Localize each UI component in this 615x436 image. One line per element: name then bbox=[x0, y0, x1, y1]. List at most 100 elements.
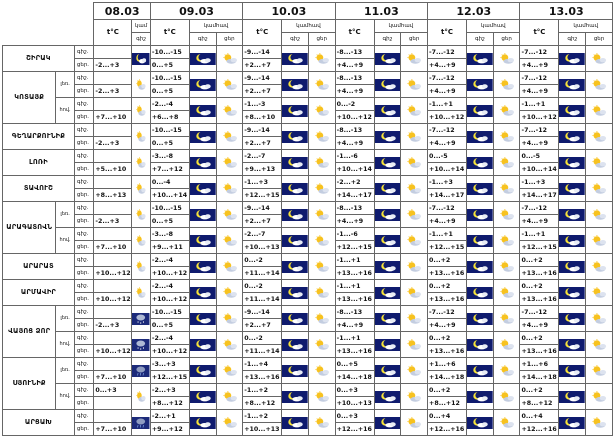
period-label: ցեր. bbox=[74, 267, 94, 280]
moon-cloud-icon bbox=[189, 410, 216, 436]
subheader-row-1: t°C կամ t°C կամհավ t°C կամհավ t°C կամհավ… bbox=[3, 20, 613, 33]
sun-cloud-icon bbox=[216, 410, 243, 436]
temperature-cell: +9...+12 bbox=[150, 423, 189, 436]
temperature-cell: -2...-4 bbox=[150, 280, 189, 293]
temperature-cell: 0...-2 bbox=[243, 332, 282, 345]
sun-cloud-icon bbox=[308, 72, 335, 98]
sun-cloud-icon bbox=[216, 280, 243, 306]
sun-cloud-icon bbox=[308, 228, 335, 254]
sun-cloud-icon bbox=[216, 98, 243, 124]
temperature-cell: +10...+14 bbox=[428, 163, 467, 176]
bright-header: կամհավ bbox=[374, 20, 427, 33]
sun-cloud-icon bbox=[586, 332, 613, 358]
sun-cloud-icon bbox=[308, 202, 335, 228]
moon-cloud-icon bbox=[374, 228, 401, 254]
sun-cloud-icon bbox=[308, 306, 335, 332]
moon-cloud-icon bbox=[467, 46, 494, 72]
sun-cloud-icon bbox=[401, 98, 428, 124]
sun-cloud-icon bbox=[308, 98, 335, 124]
moon-cloud-icon bbox=[132, 46, 150, 72]
temperature-cell: -2...+3 bbox=[94, 85, 132, 98]
sun-cloud-icon bbox=[586, 306, 613, 332]
moon-cloud-icon bbox=[374, 280, 401, 306]
moon-cloud-icon bbox=[374, 98, 401, 124]
region-name: ԱՐԱՐԱՏ bbox=[3, 254, 75, 280]
temperature-cell: 0...+2 bbox=[520, 254, 559, 267]
temperature-cell: 0...-5 bbox=[428, 150, 467, 163]
region-subarea: հով. bbox=[56, 98, 74, 124]
temperature-cell: +12...+15 bbox=[150, 371, 189, 384]
temperature-cell: +14...+18 bbox=[335, 371, 374, 384]
temperature-cell: -2...+3 bbox=[94, 59, 132, 72]
temp-header: t°C bbox=[150, 20, 189, 46]
sun-cloud-icon bbox=[401, 280, 428, 306]
moon-cloud-icon bbox=[282, 150, 309, 176]
temperature-cell: +13...+16 bbox=[335, 267, 374, 280]
temperature-cell: +11...+14 bbox=[243, 293, 282, 306]
temperature-cell: +4...+9 bbox=[335, 85, 374, 98]
moon-cloud-icon bbox=[282, 202, 309, 228]
sun-cloud-icon bbox=[216, 124, 243, 150]
temperature-cell: -2...-4 bbox=[150, 98, 189, 111]
temperature-cell: -1...+3 bbox=[428, 176, 467, 189]
night-header: գիշ bbox=[559, 33, 586, 46]
temperature-cell: +13...+16 bbox=[520, 267, 559, 280]
temperature-cell: +9...+13 bbox=[243, 163, 282, 176]
temperature-cell: -8...-13 bbox=[335, 46, 374, 59]
temperature-cell: +4...+9 bbox=[335, 59, 374, 72]
sun-cloud-icon bbox=[586, 72, 613, 98]
temperature-cell: +4...+9 bbox=[335, 215, 374, 228]
temperature-cell: -1...+1 bbox=[335, 332, 374, 345]
temperature-cell: +13...+16 bbox=[428, 293, 467, 306]
region-name: ՇԻՐԱԿ bbox=[3, 46, 75, 72]
sun-cloud-icon bbox=[586, 410, 613, 436]
sun-cloud-icon bbox=[308, 332, 335, 358]
moon-cloud-icon bbox=[467, 306, 494, 332]
temperature-cell: -7...-12 bbox=[428, 124, 467, 137]
moon-cloud-icon bbox=[374, 150, 401, 176]
temperature-cell: 0...+3 bbox=[94, 384, 132, 397]
sun-cloud-icon bbox=[401, 410, 428, 436]
temperature-cell: +10...+14 bbox=[335, 163, 374, 176]
moon-cloud-icon bbox=[559, 332, 586, 358]
moon-cloud-icon bbox=[282, 332, 309, 358]
moon-cloud-icon bbox=[374, 410, 401, 436]
temp-header: t°C bbox=[335, 20, 374, 46]
temperature-cell: +14...+18 bbox=[428, 371, 467, 384]
temperature-cell: -1...+1 bbox=[335, 280, 374, 293]
moon-cloud-icon bbox=[189, 176, 216, 202]
period-label: ցեր. bbox=[74, 111, 94, 124]
temperature-cell bbox=[94, 202, 132, 215]
region-subarea: լեռ. bbox=[56, 306, 74, 332]
temperature-cell: +13...+16 bbox=[520, 345, 559, 358]
temperature-cell: 0...+4 bbox=[520, 410, 559, 423]
temperature-cell: +10...+12 bbox=[94, 345, 132, 358]
bright-header: կամհավ bbox=[282, 20, 335, 33]
temperature-cell: +8...+10 bbox=[243, 111, 282, 124]
period-label: ցեր. bbox=[74, 241, 94, 254]
moon-cloud-icon bbox=[374, 358, 401, 384]
corner-blank bbox=[3, 33, 94, 46]
temperature-cell: -1...+1 bbox=[520, 98, 559, 111]
temperature-cell: +1...+6 bbox=[428, 358, 467, 371]
corner-blank bbox=[3, 20, 94, 33]
temperature-cell: +8...+12 bbox=[243, 397, 282, 410]
temperature-cell: +10...+12 bbox=[94, 267, 132, 280]
sun-cloud-icon bbox=[132, 254, 150, 280]
temperature-cell: +10...+12 bbox=[94, 293, 132, 306]
sun-cloud-icon bbox=[308, 46, 335, 72]
temperature-cell: +14...+17 bbox=[520, 189, 559, 202]
moon-cloud-icon bbox=[467, 358, 494, 384]
temperature-cell: -8...-13 bbox=[335, 202, 374, 215]
period-label: ցեր. bbox=[74, 59, 94, 72]
temperature-cell: -2...-7 bbox=[243, 150, 282, 163]
temperature-cell bbox=[94, 150, 132, 163]
temperature-cell: +12...+15 bbox=[428, 241, 467, 254]
temperature-cell: 0...+5 bbox=[150, 137, 189, 150]
